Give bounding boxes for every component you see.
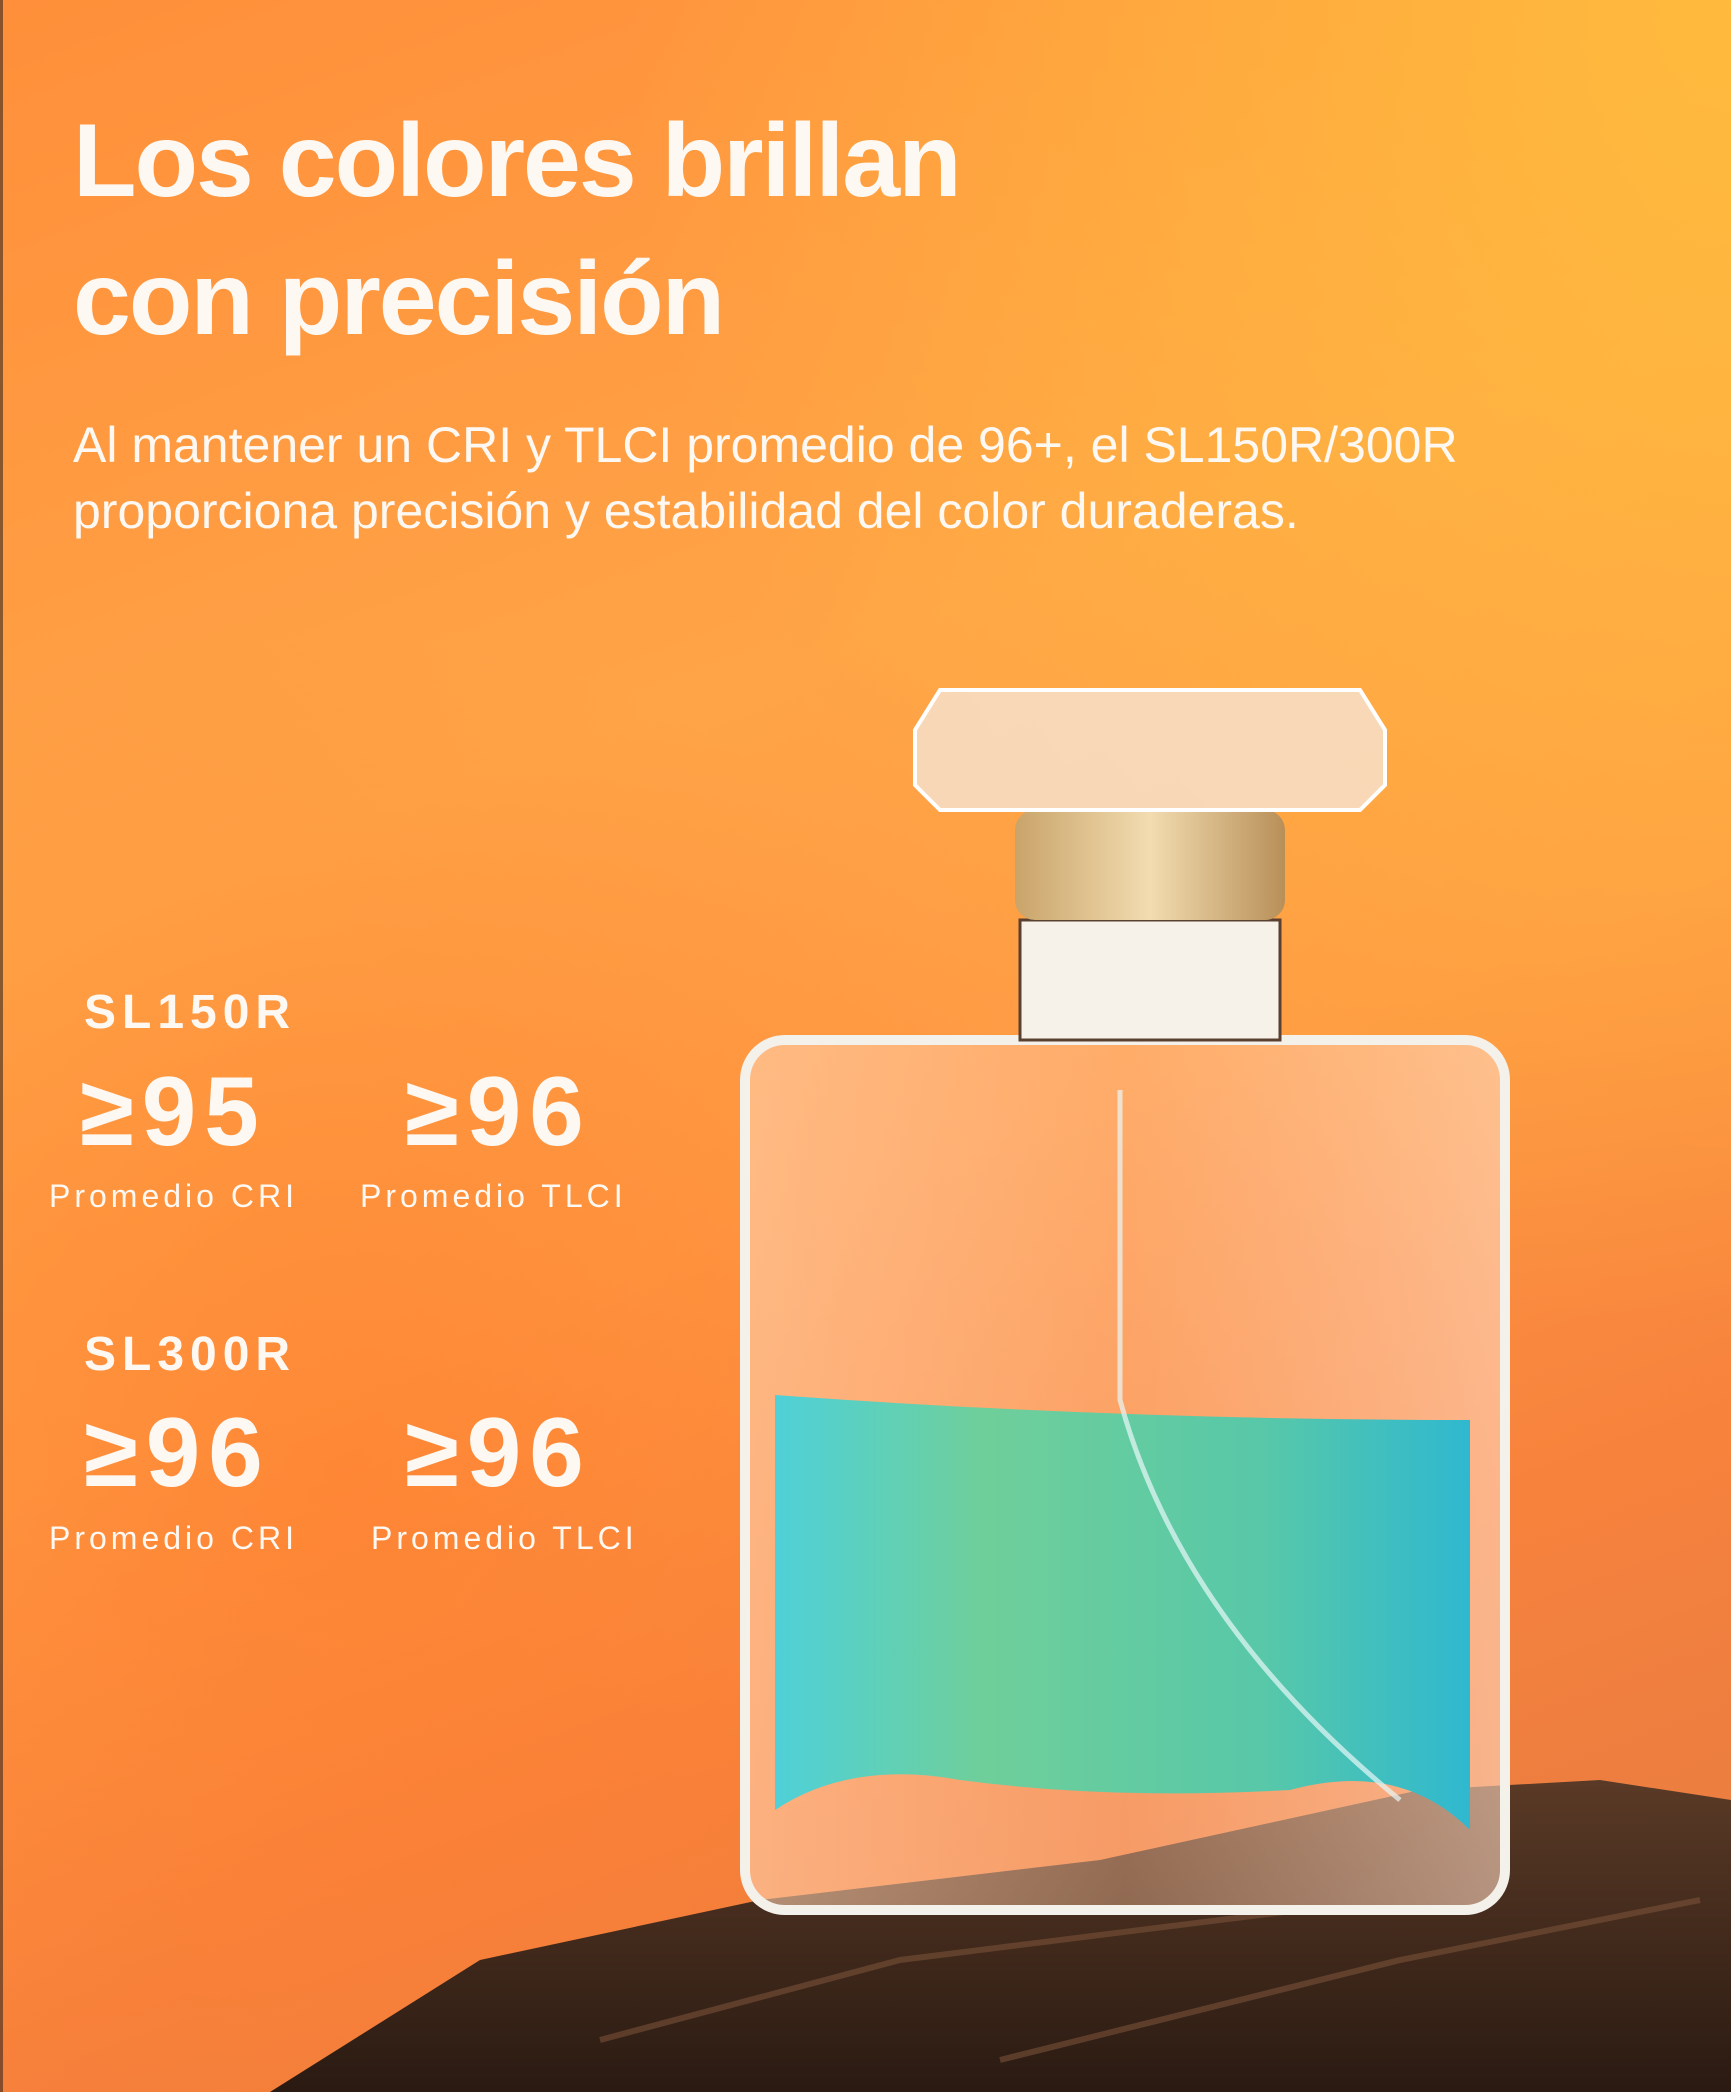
headline-line-2: con precisión [73,241,725,357]
bottle-cap [913,688,1387,812]
description: Al mantener un CRI y TLCI promedio de 96… [73,417,1458,539]
spec-cri-label: Promedio CRI [49,1178,298,1214]
spec-cri-label: Promedio CRI [49,1520,298,1556]
spec-tlci-label: Promedio TLCI [371,1520,638,1556]
headline: Los colores brillan con precisión [73,92,962,368]
left-edge [0,0,3,2092]
spec-tlci-value: ≥96 [405,1056,592,1166]
spec-model: SL150R [84,986,297,1039]
spec-cri-value: ≥95 [80,1056,267,1166]
spec-tlci-value: ≥96 [405,1397,592,1507]
spec-tlci-label: Promedio TLCI [360,1178,627,1214]
spec-cri-value: ≥96 [84,1397,271,1507]
headline-line-1: Los colores brillan [73,103,962,219]
bottle-collar [1018,918,1282,1042]
liquid [775,1395,1470,1830]
spec-model: SL300R [84,1328,297,1381]
